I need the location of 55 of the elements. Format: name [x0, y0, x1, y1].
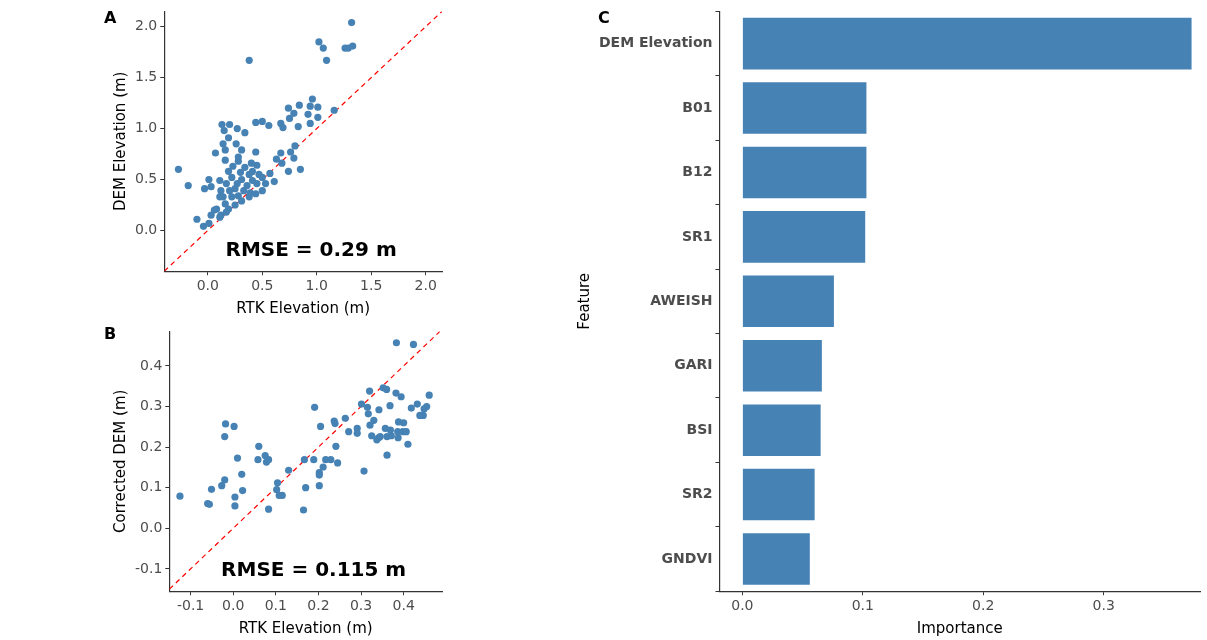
y-tick-label: 0.4	[140, 356, 163, 373]
x-tick-label: 0.3	[1092, 597, 1115, 614]
x-tick-label: 0.3	[349, 597, 373, 614]
x-tick-label: 1.0	[305, 277, 328, 294]
x-tick-label: 0.2	[307, 597, 330, 614]
bar	[742, 211, 866, 263]
x-axis-title: RTK Elevation (m)	[236, 298, 371, 317]
bar	[742, 404, 821, 456]
x-tick-label: 0.0	[731, 597, 754, 614]
y-tick-label: B01	[682, 98, 713, 115]
bar	[742, 275, 834, 328]
y-tick-label: BSI	[686, 420, 713, 437]
y-tick-label: 1.0	[135, 119, 158, 136]
x-tick-label: 1.5	[360, 277, 383, 294]
y-tick-label: 1.5	[135, 68, 158, 85]
x-tick-label: 0.0	[196, 277, 219, 294]
y-tick-label: 0.5	[135, 170, 158, 187]
y-tick-label: GARI	[674, 356, 713, 373]
x-tick-label: 0.4	[392, 597, 415, 614]
bar	[742, 468, 815, 521]
annotation: RMSE = 0.115 m	[221, 557, 407, 582]
x-tick-label: 0.2	[972, 597, 995, 614]
y-tick-label: 0.2	[140, 437, 163, 454]
y-tick-label: SR1	[681, 227, 713, 244]
x-tick-label: 0.1	[264, 597, 287, 614]
bar	[742, 17, 1192, 70]
bar	[742, 533, 810, 585]
x-axis-title: Importance	[916, 618, 1003, 637]
y-tick-label: 0.3	[140, 397, 163, 414]
x-axis-title: RTK Elevation (m)	[238, 618, 373, 637]
bar	[742, 339, 822, 392]
bar	[742, 82, 867, 134]
x-tick-label: 0.0	[222, 597, 245, 614]
chart-title: B	[104, 324, 117, 344]
annotation: RMSE = 0.29 m	[225, 237, 397, 262]
y-tick-label: AWEISH	[650, 291, 713, 308]
y-tick-label: 2.0	[135, 17, 158, 34]
y-tick-label: DEM Elevation	[599, 34, 713, 51]
y-axis-title: Corrected DEM (m)	[110, 389, 129, 533]
y-tick-label: 0.1	[140, 478, 163, 495]
x-tick-label: 2.0	[414, 277, 437, 294]
y-tick-label: 0.0	[140, 518, 163, 535]
y-tick-label: -0.1	[134, 559, 163, 576]
y-tick-label: 0.0	[135, 221, 158, 238]
x-tick-label: 0.5	[251, 277, 274, 294]
y-tick-label: SR2	[681, 485, 713, 502]
y-tick-label: GNDVI	[661, 549, 713, 566]
x-tick-label: -0.1	[176, 597, 205, 614]
chart-title: A	[104, 8, 117, 28]
x-tick-label: 0.1	[851, 597, 874, 614]
y-axis-title: DEM Elevation (m)	[110, 71, 129, 212]
bar	[742, 146, 867, 199]
y-tick-label: B12	[682, 163, 713, 180]
chart-title: C	[598, 8, 610, 28]
y-axis-title: Feature	[574, 272, 593, 330]
